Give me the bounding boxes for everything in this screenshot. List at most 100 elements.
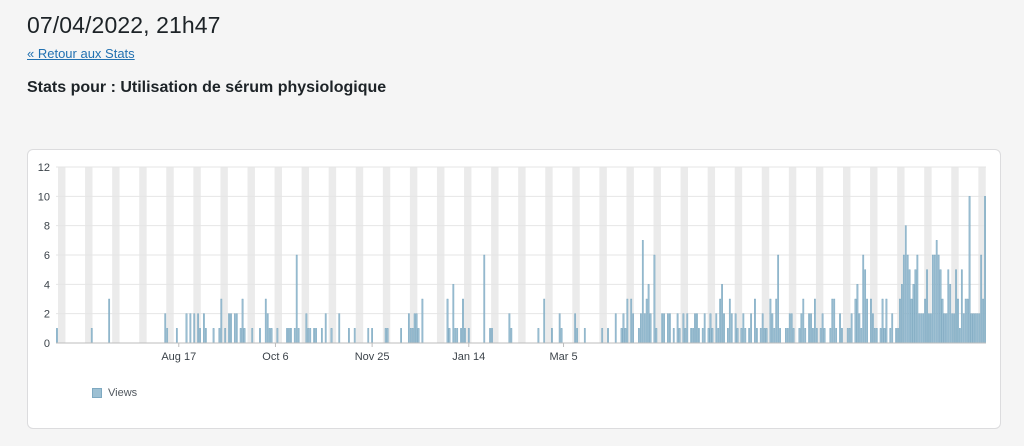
bar <box>551 328 553 344</box>
bar <box>266 313 269 344</box>
bar <box>709 313 712 344</box>
bar <box>669 313 671 344</box>
bar <box>483 254 486 344</box>
bar <box>914 269 917 344</box>
bar <box>935 240 938 344</box>
back-to-stats-link[interactable]: « Retour aux Stats <box>27 46 135 61</box>
bar <box>421 298 424 344</box>
bar <box>984 196 986 344</box>
bar <box>645 298 648 344</box>
bar <box>239 328 242 344</box>
bar <box>622 313 625 344</box>
bar <box>297 328 300 344</box>
bar <box>873 328 876 344</box>
bar <box>920 313 923 344</box>
bar <box>218 328 221 344</box>
bar <box>899 298 901 344</box>
bar <box>978 313 981 344</box>
bar <box>251 328 254 344</box>
bar <box>711 328 714 344</box>
legend-swatch-views <box>92 388 102 398</box>
bar <box>491 328 493 344</box>
bar <box>850 313 853 344</box>
bar <box>166 328 169 344</box>
bar <box>864 269 867 344</box>
bar <box>313 328 315 344</box>
bar <box>371 328 373 344</box>
bar <box>723 313 725 344</box>
bar <box>678 328 681 344</box>
bar <box>193 313 196 344</box>
bar <box>916 254 919 344</box>
bar <box>407 313 410 344</box>
bar <box>742 313 745 344</box>
bar <box>814 298 816 344</box>
bar <box>307 328 310 344</box>
bar <box>848 328 851 344</box>
bar <box>90 328 93 344</box>
bar <box>413 313 416 344</box>
bar <box>788 313 791 344</box>
bar <box>574 313 577 344</box>
bar <box>348 328 350 344</box>
bar <box>918 313 921 344</box>
bar <box>974 313 977 344</box>
bar <box>947 269 950 344</box>
bar <box>454 328 457 344</box>
bar <box>808 313 810 344</box>
y-tick-label: 0 <box>44 338 50 350</box>
bar <box>276 328 279 344</box>
bar <box>922 313 925 344</box>
bar <box>730 313 733 344</box>
bar <box>786 328 789 344</box>
bar <box>883 328 886 344</box>
bar <box>233 313 236 344</box>
bar <box>719 298 722 344</box>
bar <box>959 328 961 344</box>
bar <box>717 328 720 344</box>
bar <box>881 298 884 344</box>
bar <box>931 254 934 344</box>
bar <box>980 254 983 344</box>
bar <box>885 298 888 344</box>
bar <box>933 254 936 344</box>
bar <box>870 298 872 344</box>
bar <box>727 328 729 344</box>
bar <box>667 313 669 344</box>
bar <box>268 328 271 344</box>
bar <box>906 254 909 344</box>
bar <box>692 328 694 344</box>
bar <box>831 298 834 344</box>
bar <box>744 328 747 344</box>
bar <box>189 313 192 344</box>
bar <box>270 328 273 344</box>
bar <box>839 313 841 344</box>
x-tick-label: Oct 6 <box>262 351 288 363</box>
bar <box>175 328 178 344</box>
bar <box>640 313 642 344</box>
bar <box>185 313 188 344</box>
bar <box>583 328 586 344</box>
y-tick-label: 10 <box>38 191 50 203</box>
bar <box>734 313 737 344</box>
bar <box>976 313 979 344</box>
x-tick-label: Nov 25 <box>355 351 390 363</box>
bar <box>891 313 894 344</box>
bar <box>456 328 459 344</box>
bar <box>56 328 58 344</box>
bar <box>607 328 609 344</box>
chart-card: 0 2 4 6 8 10 12 Aug 17 Oct 6 Nov 25 Jan 14 Mar 5 Vi… <box>27 149 1001 429</box>
bar <box>694 313 696 344</box>
bar <box>460 328 462 344</box>
bar <box>224 328 227 344</box>
bar <box>510 328 513 344</box>
bar <box>197 313 199 344</box>
bar <box>508 313 511 344</box>
bar <box>858 313 861 344</box>
x-tick-label: Aug 17 <box>161 351 196 363</box>
bar <box>866 298 868 344</box>
bar <box>259 328 261 344</box>
bar <box>962 313 965 344</box>
bar <box>982 298 984 344</box>
y-tick-label: 6 <box>44 250 50 262</box>
